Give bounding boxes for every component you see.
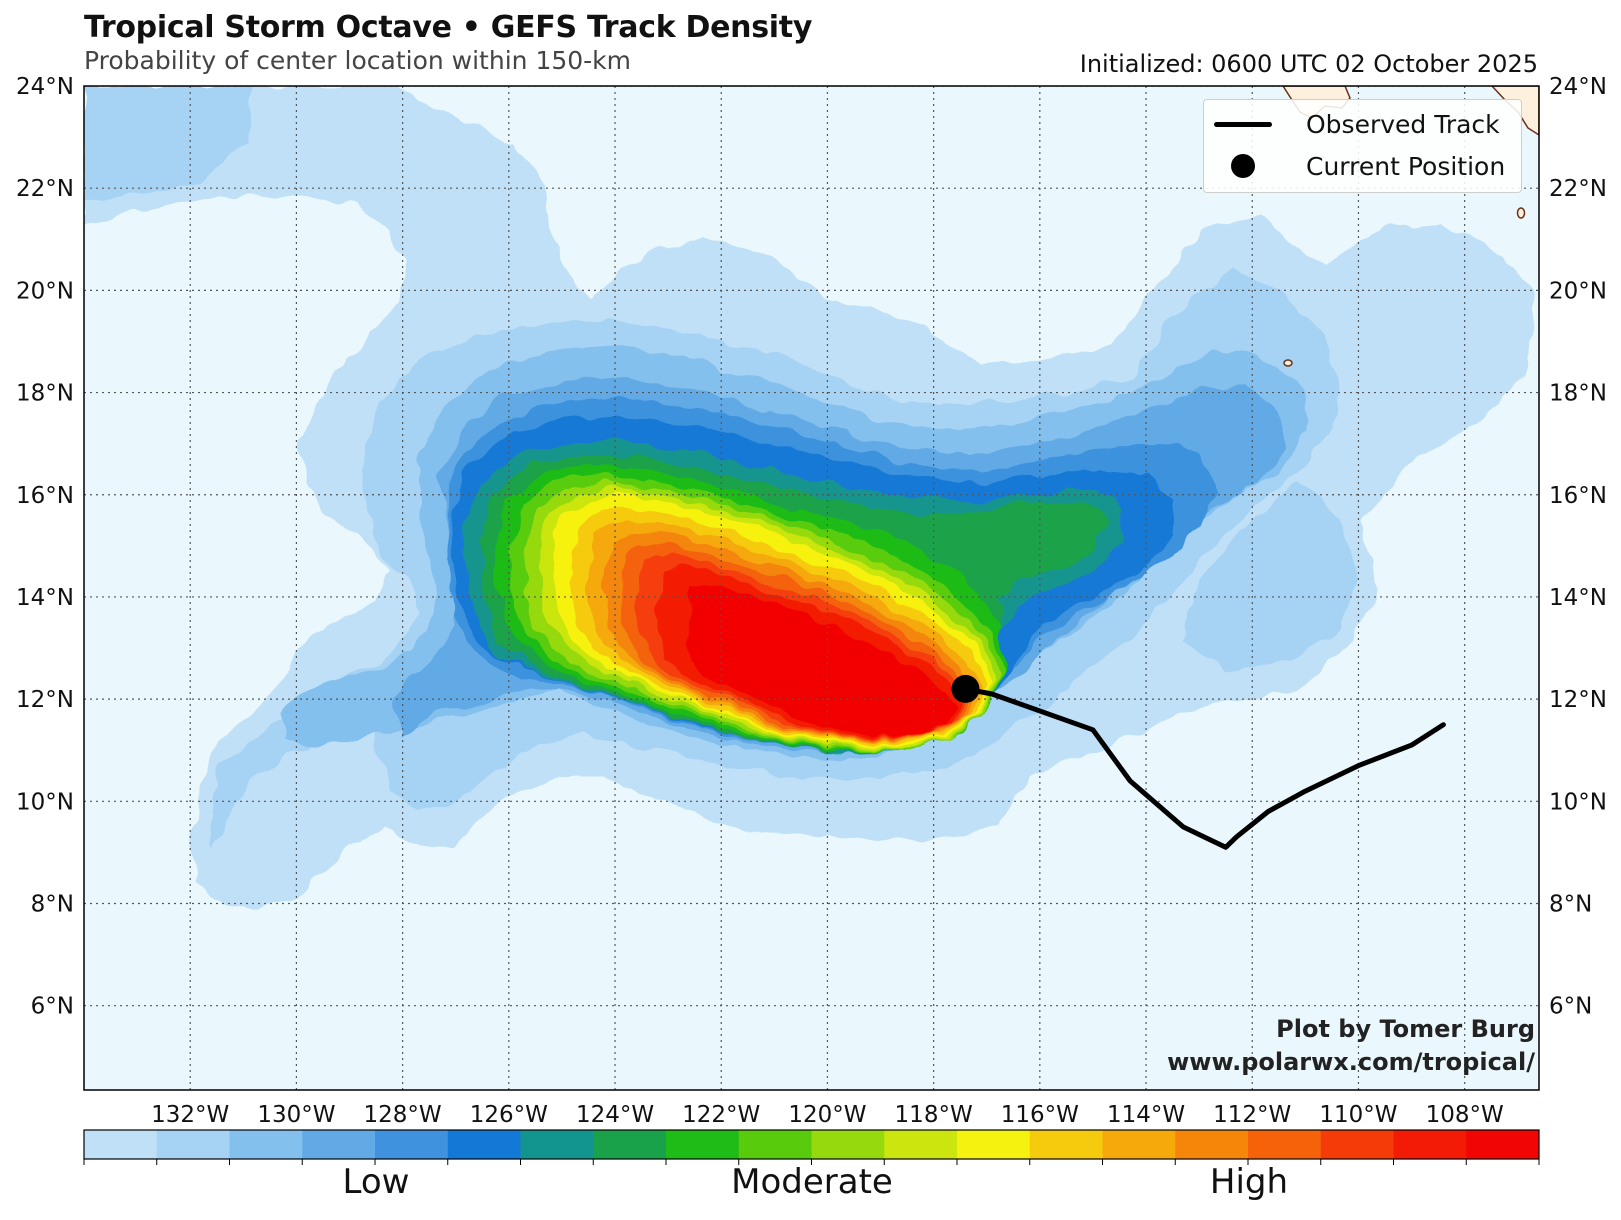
lat-label-right: 16°N — [1549, 483, 1607, 509]
colorbar-segment — [884, 1130, 958, 1159]
density-field — [84, 86, 1535, 910]
lon-label: 128°W — [364, 1102, 442, 1128]
lon-label: 124°W — [576, 1102, 654, 1128]
lat-label-left: 18°N — [16, 381, 74, 407]
lat-label-right: 10°N — [1549, 789, 1607, 815]
legend-track-label: Observed Track — [1306, 109, 1500, 139]
page-title: Tropical Storm Octave • GEFS Track Densi… — [84, 10, 813, 45]
lat-label-left: 8°N — [31, 892, 74, 918]
lat-label-right: 14°N — [1549, 585, 1607, 611]
colorbar-segment — [447, 1130, 521, 1159]
lon-label: 130°W — [257, 1102, 335, 1128]
credit-author: Plot by Tomer Burg — [1276, 1015, 1535, 1043]
track-line-swatch — [1214, 121, 1272, 127]
plot-credit: Plot by Tomer Burg www.polarwx.com/tropi… — [1167, 1013, 1535, 1079]
legend-position-label: Current Position — [1306, 151, 1506, 181]
colorbar-segment — [1320, 1130, 1394, 1159]
colorbar-label-low: Low — [342, 1162, 410, 1202]
lat-label-right: 18°N — [1549, 381, 1607, 407]
lon-label: 112°W — [1213, 1102, 1291, 1128]
lat-label-left: 20°N — [16, 278, 74, 304]
colorbar-segment — [1248, 1130, 1322, 1159]
position-dot-swatch — [1231, 154, 1255, 178]
island — [1516, 207, 1526, 219]
map-frame — [83, 85, 1540, 1091]
initialized-time: Initialized: 0600 UTC 02 October 2025 — [1079, 50, 1538, 78]
colorbar-segment — [738, 1130, 812, 1159]
colorbar-segment — [811, 1130, 885, 1159]
legend-current-position: Current Position — [1214, 148, 1505, 184]
density-level-20 — [689, 582, 954, 737]
colorbar-label-high: High — [1209, 1162, 1289, 1202]
colorbar-segment — [666, 1130, 740, 1159]
colorbar-segment — [1102, 1130, 1176, 1159]
colorbar-segment — [375, 1130, 449, 1159]
lat-label-left: 10°N — [16, 789, 74, 815]
island — [1283, 359, 1293, 367]
colorbar-segment — [302, 1130, 376, 1159]
lon-label: 118°W — [895, 1102, 973, 1128]
colorbar-segment — [1393, 1130, 1467, 1159]
latitude-labels-left: 24°N 22°N 20°N 18°N 16°N 14°N 12°N 10°N 8°N 6°N — [16, 74, 74, 1020]
lon-label: 110°W — [1319, 1102, 1397, 1128]
lat-label-right: 8°N — [1549, 892, 1592, 918]
credit-website: www.polarwx.com/tropical/ — [1167, 1048, 1535, 1076]
colorbar-segment — [593, 1130, 667, 1159]
lat-label-right: 20°N — [1549, 278, 1607, 304]
lat-label-right: 22°N — [1549, 176, 1607, 202]
lat-label-right: 24°N — [1549, 74, 1607, 100]
page-subtitle: Probability of center location within 15… — [84, 46, 632, 75]
lon-label: 114°W — [1107, 1102, 1185, 1128]
lat-label-left: 12°N — [16, 687, 74, 713]
longitude-labels: 132°W 130°W 128°W 126°W 124°W 122°W 120°W 118°W… — [151, 1102, 1504, 1128]
lon-label: 120°W — [788, 1102, 866, 1128]
colorbar-segment — [229, 1130, 303, 1159]
colorbar-label-moderate: Moderate — [731, 1162, 893, 1202]
colorbar-segment — [156, 1130, 230, 1159]
colorbar-segment — [957, 1130, 1031, 1159]
lon-label: 116°W — [1001, 1102, 1079, 1128]
lat-label-left: 6°N — [31, 994, 74, 1020]
legend-observed-track: Observed Track — [1214, 106, 1500, 142]
current-position-marker — [951, 674, 980, 703]
colorbar-segment — [1175, 1130, 1249, 1159]
observed-track-line — [963, 686, 1446, 850]
colorbar-segment — [84, 1130, 158, 1159]
lat-label-left: 16°N — [16, 483, 74, 509]
colorbar — [83, 1129, 1540, 1165]
lon-label: 132°W — [151, 1102, 229, 1128]
lat-label-left: 22°N — [16, 176, 74, 202]
colorbar-segment — [1466, 1130, 1540, 1159]
lon-label: 126°W — [470, 1102, 548, 1128]
colorbar-segment — [1029, 1130, 1103, 1159]
colorbar-segment — [520, 1130, 594, 1159]
lat-label-left: 24°N — [16, 74, 74, 100]
lat-label-right: 6°N — [1549, 994, 1592, 1020]
lon-label: 122°W — [682, 1102, 760, 1128]
latitude-labels-right: 24°N 22°N 20°N 18°N 16°N 14°N 12°N 10°N 8°N 6°N — [1549, 74, 1607, 1020]
lon-label: 108°W — [1426, 1102, 1504, 1128]
lat-label-right: 12°N — [1549, 687, 1607, 713]
lat-label-left: 14°N — [16, 585, 74, 611]
map-legend: Observed Track Current Position — [1203, 99, 1522, 193]
